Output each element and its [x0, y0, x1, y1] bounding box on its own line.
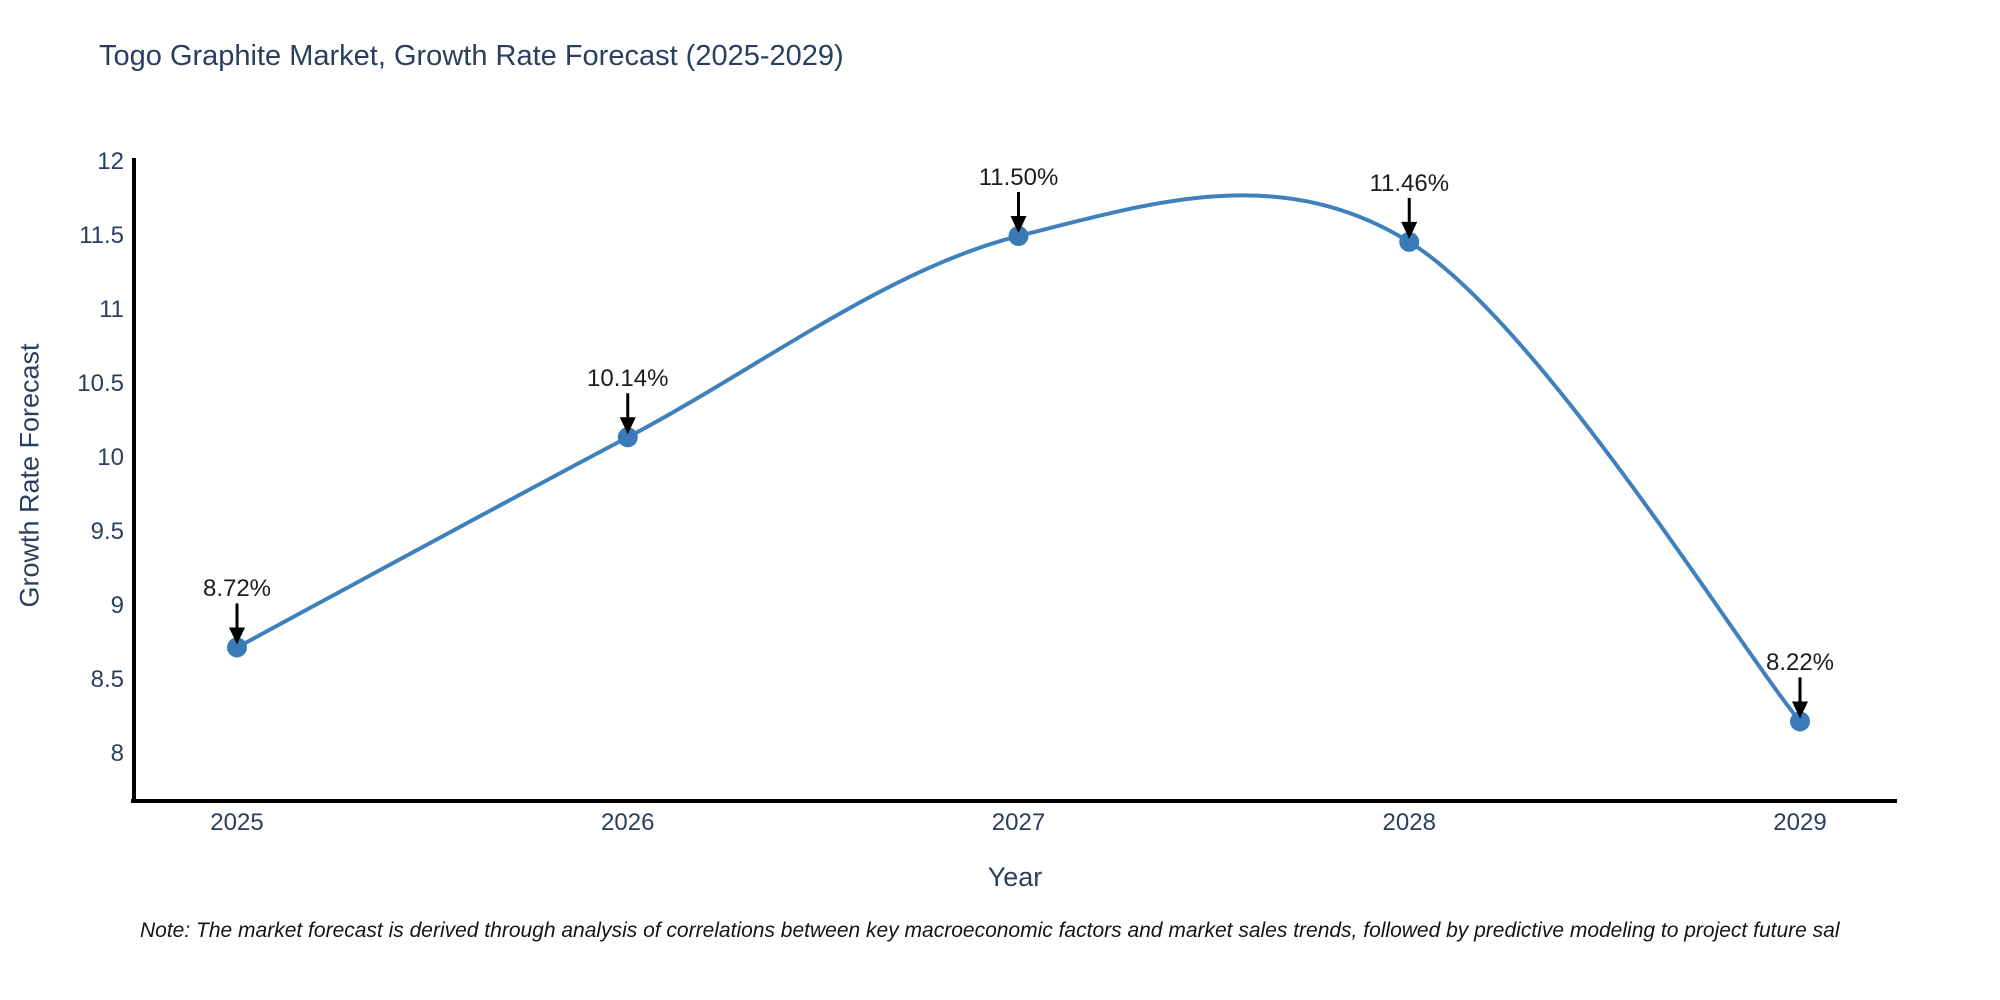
data-point-value-label: 11.46% [1369, 169, 1450, 197]
data-point-value-label: 8.22% [1765, 649, 1835, 677]
annotation-arrow-layer [229, 192, 1808, 719]
annotation-arrow-head [619, 417, 636, 435]
y-tick-label: 9 [110, 592, 124, 619]
data-point-marker [1399, 231, 1420, 252]
y-tick-label: 9.5 [90, 518, 124, 545]
data-point-value-label: 8.72% [202, 575, 272, 603]
y-tick-label: 10 [97, 444, 124, 471]
x-tick-label: 2029 [1773, 809, 1827, 836]
chart-title: Togo Graphite Market, Growth Rate Foreca… [99, 40, 844, 72]
data-point-marker [227, 637, 247, 658]
x-tick-label: 2027 [991, 809, 1046, 836]
axes-layer [131, 158, 1897, 803]
data-point-marker [617, 427, 638, 448]
data-point-value-label: 11.50% [978, 164, 1059, 191]
x-tick-label: 2028 [1382, 809, 1436, 836]
y-tick-label: 10.5 [77, 370, 124, 397]
annotation-arrow-head [1010, 216, 1027, 233]
x-axis-title: Year [987, 862, 1043, 892]
y-tick-label: 8.5 [90, 666, 124, 693]
data-point-marker [1790, 711, 1810, 732]
annotation-arrow-head [229, 627, 245, 645]
y-tick-label: 8 [110, 740, 124, 767]
line-series-layer [236, 193, 1802, 723]
x-tick-label: 2026 [601, 809, 655, 836]
data-point-value-label: 10.14% [587, 365, 669, 393]
y-tick-label: 11 [99, 296, 124, 323]
y-tick-label: 12 [97, 148, 124, 175]
data-point-marker [1008, 226, 1029, 246]
forecast-line-series [236, 193, 1802, 723]
annotation-arrow-head [1792, 701, 1808, 719]
footnote-text: Note: The market forecast is derived thr… [140, 919, 1840, 942]
annotation-arrow-head [1401, 221, 1418, 239]
y-tick-label: 11.5 [79, 222, 124, 249]
x-tick-label: 2025 [210, 809, 264, 836]
marker-layer [227, 226, 1810, 732]
